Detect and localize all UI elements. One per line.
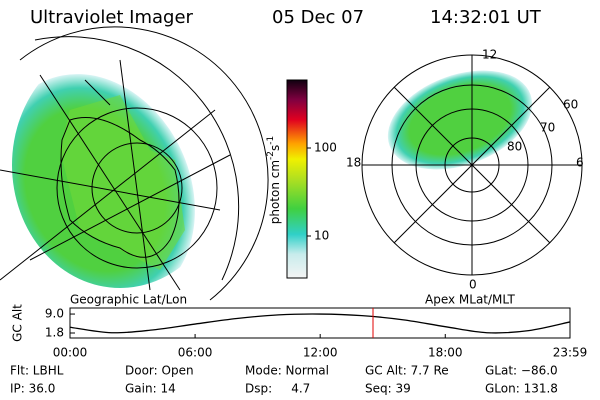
time: 14:32:01 UT <box>430 7 542 28</box>
colorbar-label: photon cm-2s-1 <box>266 136 282 225</box>
y-axis-label: GC Alt <box>11 304 25 342</box>
colorbar <box>286 79 308 279</box>
y-tick-label: 1.8 <box>45 326 64 340</box>
footer: Flt: LBHL Door: Open Mode: Normal GC Alt: 7… <box>10 364 558 396</box>
footer-field: Door: Open <box>125 364 194 378</box>
colorbar-tick: 10 <box>314 229 329 243</box>
footer-field: Flt: LBHL <box>10 364 64 378</box>
panel-caption: Geographic Lat/Lon <box>70 293 187 307</box>
footer-field: Dsp: 4.7 <box>245 382 310 396</box>
footer-field: GC Alt: 7.7 Re <box>365 364 449 378</box>
mlt-label: 12 <box>482 48 497 62</box>
lat-label: 80 <box>507 140 522 154</box>
colorbar-tick: 100 <box>314 141 337 155</box>
footer-field: GLon: 131.8 <box>485 382 558 396</box>
title: Ultraviolet Imager <box>30 7 194 28</box>
geographic-map <box>0 26 269 301</box>
mlt-label: 6 <box>576 156 584 170</box>
footer-field: Gain: 14 <box>125 382 176 396</box>
footer-field: Seq: 39 <box>365 382 411 396</box>
lat-label: 70 <box>540 121 555 135</box>
footer-field: IP: 36.0 <box>10 382 55 396</box>
y-tick-label: 9.0 <box>45 307 64 321</box>
mlt-label: 0 <box>469 278 477 292</box>
x-tick-label: 12:00 <box>303 346 338 360</box>
x-tick-label: 23:59 <box>553 346 588 360</box>
x-tick-label: 06:00 <box>178 346 213 360</box>
footer-field: Mode: Normal <box>245 364 329 378</box>
date: 05 Dec 07 <box>272 7 364 28</box>
panel-caption: Apex MLat/MLT <box>425 293 515 307</box>
footer-field: GLat: −86.0 <box>485 364 558 378</box>
altitude-plot: GC Alt 9.0 1.8 00:00 06:00 12:00 18:00 23:59 <box>11 304 588 360</box>
mlt-label: 18 <box>346 156 361 170</box>
altitude-line <box>69 313 571 334</box>
polar-map <box>361 54 583 276</box>
lat-label: 60 <box>563 98 578 112</box>
x-tick-label: 18:00 <box>428 346 463 360</box>
x-tick-label: 00:00 <box>53 346 88 360</box>
